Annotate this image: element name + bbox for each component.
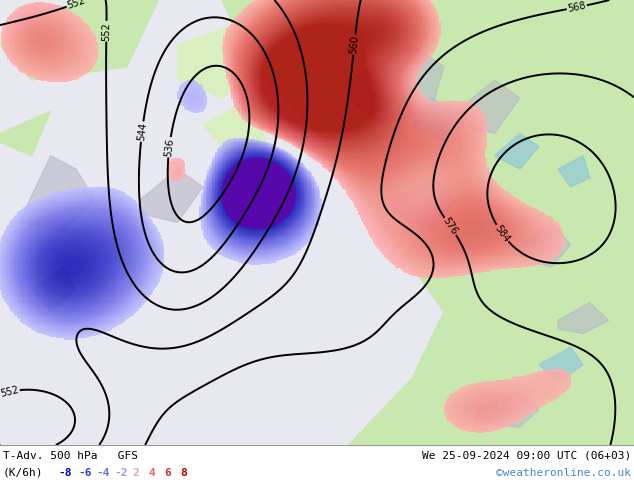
Polygon shape bbox=[178, 22, 266, 98]
Text: 4: 4 bbox=[148, 468, 155, 478]
Text: -4: -4 bbox=[96, 468, 110, 478]
Text: 552: 552 bbox=[0, 385, 20, 399]
Text: -6: -6 bbox=[78, 468, 91, 478]
Text: 560: 560 bbox=[349, 35, 360, 54]
Text: 552: 552 bbox=[101, 22, 112, 41]
Text: 2: 2 bbox=[132, 468, 139, 478]
Polygon shape bbox=[222, 0, 634, 334]
Text: T-Adv. 500 hPa   GFS: T-Adv. 500 hPa GFS bbox=[3, 451, 138, 461]
Polygon shape bbox=[495, 133, 539, 169]
Polygon shape bbox=[139, 169, 203, 222]
Text: 544: 544 bbox=[136, 122, 148, 141]
Polygon shape bbox=[476, 392, 539, 427]
Polygon shape bbox=[349, 312, 634, 445]
Polygon shape bbox=[0, 111, 51, 156]
Text: 568: 568 bbox=[567, 0, 587, 14]
Polygon shape bbox=[539, 347, 583, 383]
Text: 536: 536 bbox=[164, 137, 176, 157]
Polygon shape bbox=[558, 156, 590, 187]
Text: (K/6h): (K/6h) bbox=[3, 468, 44, 478]
Text: We 25-09-2024 09:00 UTC (06+03): We 25-09-2024 09:00 UTC (06+03) bbox=[422, 451, 631, 461]
Text: 584: 584 bbox=[493, 223, 512, 244]
Text: 576: 576 bbox=[441, 216, 460, 237]
Polygon shape bbox=[393, 178, 456, 231]
Text: ©weatheronline.co.uk: ©weatheronline.co.uk bbox=[496, 468, 631, 478]
Polygon shape bbox=[558, 302, 609, 334]
Polygon shape bbox=[32, 267, 76, 312]
Text: 8: 8 bbox=[180, 468, 187, 478]
Polygon shape bbox=[203, 98, 266, 156]
Text: -8: -8 bbox=[58, 468, 72, 478]
Polygon shape bbox=[19, 156, 95, 231]
Text: 6: 6 bbox=[164, 468, 171, 478]
Polygon shape bbox=[456, 80, 520, 133]
Text: 552: 552 bbox=[66, 0, 87, 11]
Polygon shape bbox=[0, 0, 158, 80]
Polygon shape bbox=[520, 222, 571, 267]
Text: -2: -2 bbox=[114, 468, 127, 478]
Polygon shape bbox=[412, 98, 456, 143]
Polygon shape bbox=[349, 45, 444, 124]
